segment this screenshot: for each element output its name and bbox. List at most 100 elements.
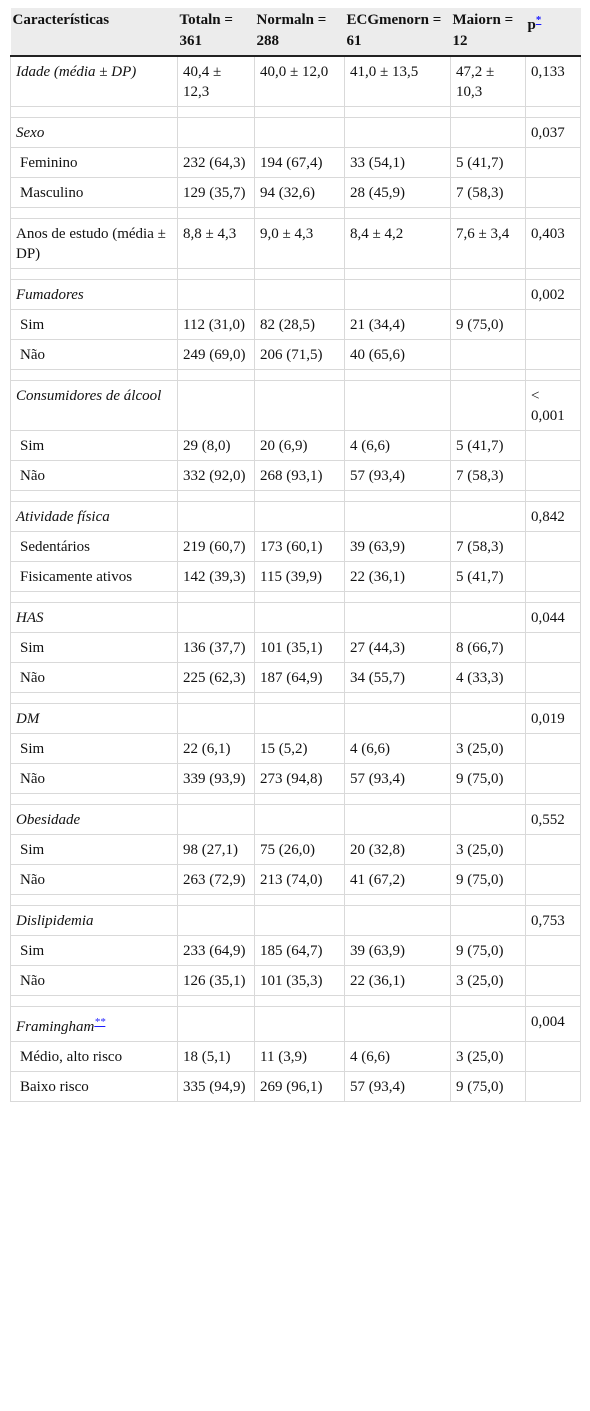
cell-text: 29 (8,0) (183, 438, 231, 454)
cell-text: 40 (65,6) (350, 347, 405, 363)
cell-p-value (525, 662, 581, 693)
cell-total: 136 (37,7) (177, 632, 255, 663)
cell-total (177, 804, 255, 835)
cell-text: 20 (6,9) (260, 438, 308, 454)
table-row: Sim 233 (64,9) 185 (64,7) 39 (63,9) 9 (75,0) (10, 935, 581, 966)
cell-text: 94 (32,6) (260, 185, 315, 201)
spacer-cell (177, 207, 255, 219)
cell-text: 4 (33,3) (456, 670, 504, 686)
cell-total: 263 (72,9) (177, 864, 255, 895)
cell-text: Sexo (16, 125, 45, 141)
cell-maior: 9 (75,0) (450, 864, 526, 895)
cell-text: DM (16, 711, 40, 727)
cell-label: Sim (10, 935, 178, 966)
cell-maior: 9 (75,0) (450, 935, 526, 966)
cell-text: 269 (96,1) (260, 1079, 323, 1095)
cell-p-value: 0,037 (525, 117, 581, 148)
cell-ecg-menor: 8,4 ± 4,2 (344, 218, 451, 269)
cell-label: Framingham** (10, 1006, 178, 1042)
cell-text: 187 (64,9) (260, 670, 323, 686)
cell-text: 0,002 (531, 287, 565, 303)
cell-label: Sim (10, 733, 178, 764)
table-row: Anos de estudo (média ± DP) 8,8 ± 4,3 9,0 … (10, 218, 581, 269)
cell-maior (450, 380, 526, 431)
cell-text: 4 (6,6) (350, 1049, 390, 1065)
cell-p-value (525, 864, 581, 895)
cell-text: 11 (3,9) (260, 1049, 307, 1065)
table-row: Não 339 (93,9) 273 (94,8) 57 (93,4) 9 (75,0) (10, 763, 581, 794)
table-row: Feminino 232 (64,3) 194 (67,4) 33 (54,1) 5 (… (10, 147, 581, 178)
spacer-cell (525, 793, 581, 805)
spacer-cell (344, 369, 451, 381)
cell-ecg-menor: 33 (54,1) (344, 147, 451, 178)
spacer-cell (450, 207, 526, 219)
cell-text: 219 (60,7) (183, 539, 246, 555)
cell-normal: 11 (3,9) (254, 1041, 345, 1072)
cell-text: Fumadores (16, 287, 84, 303)
cell-text: 0,044 (531, 610, 565, 626)
cell-total: 8,8 ± 4,3 (177, 218, 255, 269)
table-row: HAS 0,044 (10, 602, 581, 633)
cell-maior: 3 (25,0) (450, 1041, 526, 1072)
cell-maior (450, 117, 526, 148)
cell-text: 33 (54,1) (350, 155, 405, 171)
cell-text: Consumidores de álcool (16, 388, 162, 404)
cell-text: 39 (63,9) (350, 539, 405, 555)
cell-ecg-menor: 34 (55,7) (344, 662, 451, 693)
cell-text: 15 (5,2) (260, 741, 308, 757)
cell-ecg-menor: 21 (34,4) (344, 309, 451, 340)
cell-normal: 20 (6,9) (254, 430, 345, 461)
cell-text: Não (20, 468, 45, 484)
header-footnote-link[interactable]: * (535, 14, 542, 26)
spacer-cell (344, 106, 451, 118)
spacer-row (10, 369, 581, 381)
spacer-cell (177, 591, 255, 603)
spacer-cell (10, 369, 178, 381)
cell-text: 22 (36,1) (350, 569, 405, 585)
cell-ecg-menor: 22 (36,1) (344, 965, 451, 996)
cell-ecg-menor: 57 (93,4) (344, 763, 451, 794)
spacer-cell (344, 793, 451, 805)
cell-total: 126 (35,1) (177, 965, 255, 996)
spacer-cell (450, 490, 526, 502)
cell-label: Sim (10, 430, 178, 461)
spacer-cell (177, 490, 255, 502)
cell-ecg-menor (344, 117, 451, 148)
spacer-cell (10, 207, 178, 219)
spacer-cell (450, 369, 526, 381)
spacer-cell (10, 591, 178, 603)
cell-p-value (525, 965, 581, 996)
spacer-cell (10, 692, 178, 704)
cell-text: Anos de estudo (média ± DP) (16, 226, 166, 262)
cell-text: 98 (27,1) (183, 842, 238, 858)
cell-total: 339 (93,9) (177, 763, 255, 794)
footnote-link[interactable]: ** (94, 1016, 106, 1028)
cell-ecg-menor (344, 501, 451, 532)
cell-text: 232 (64,3) (183, 155, 246, 171)
cell-text: Atividade física (16, 509, 110, 525)
cell-text: 332 (92,0) (183, 468, 246, 484)
cell-ecg-menor: 4 (6,6) (344, 1041, 451, 1072)
cell-label: Médio, alto risco (10, 1041, 178, 1072)
cell-p-value: 0,004 (525, 1006, 581, 1042)
cell-text: 7 (58,3) (456, 185, 504, 201)
cell-normal: 206 (71,5) (254, 339, 345, 370)
cell-text: 0,403 (531, 226, 565, 242)
cell-total (177, 279, 255, 310)
cell-maior: 8 (66,7) (450, 632, 526, 663)
cell-p-value (525, 430, 581, 461)
cell-text: 233 (64,9) (183, 943, 246, 959)
cell-maior: 3 (25,0) (450, 834, 526, 865)
spacer-row (10, 591, 581, 603)
cell-p-value (525, 733, 581, 764)
cell-maior: 5 (41,7) (450, 561, 526, 592)
cell-ecg-menor: 39 (63,9) (344, 531, 451, 562)
cell-text: 7 (58,3) (456, 539, 504, 555)
cell-normal: 213 (74,0) (254, 864, 345, 895)
cell-label: Fisicamente ativos (10, 561, 178, 592)
cell-total: 233 (64,9) (177, 935, 255, 966)
cell-text: 3 (25,0) (456, 973, 504, 989)
spacer-cell (10, 894, 178, 906)
cell-maior: 9 (75,0) (450, 1071, 526, 1102)
header-total: Totaln = 361 (177, 8, 255, 57)
